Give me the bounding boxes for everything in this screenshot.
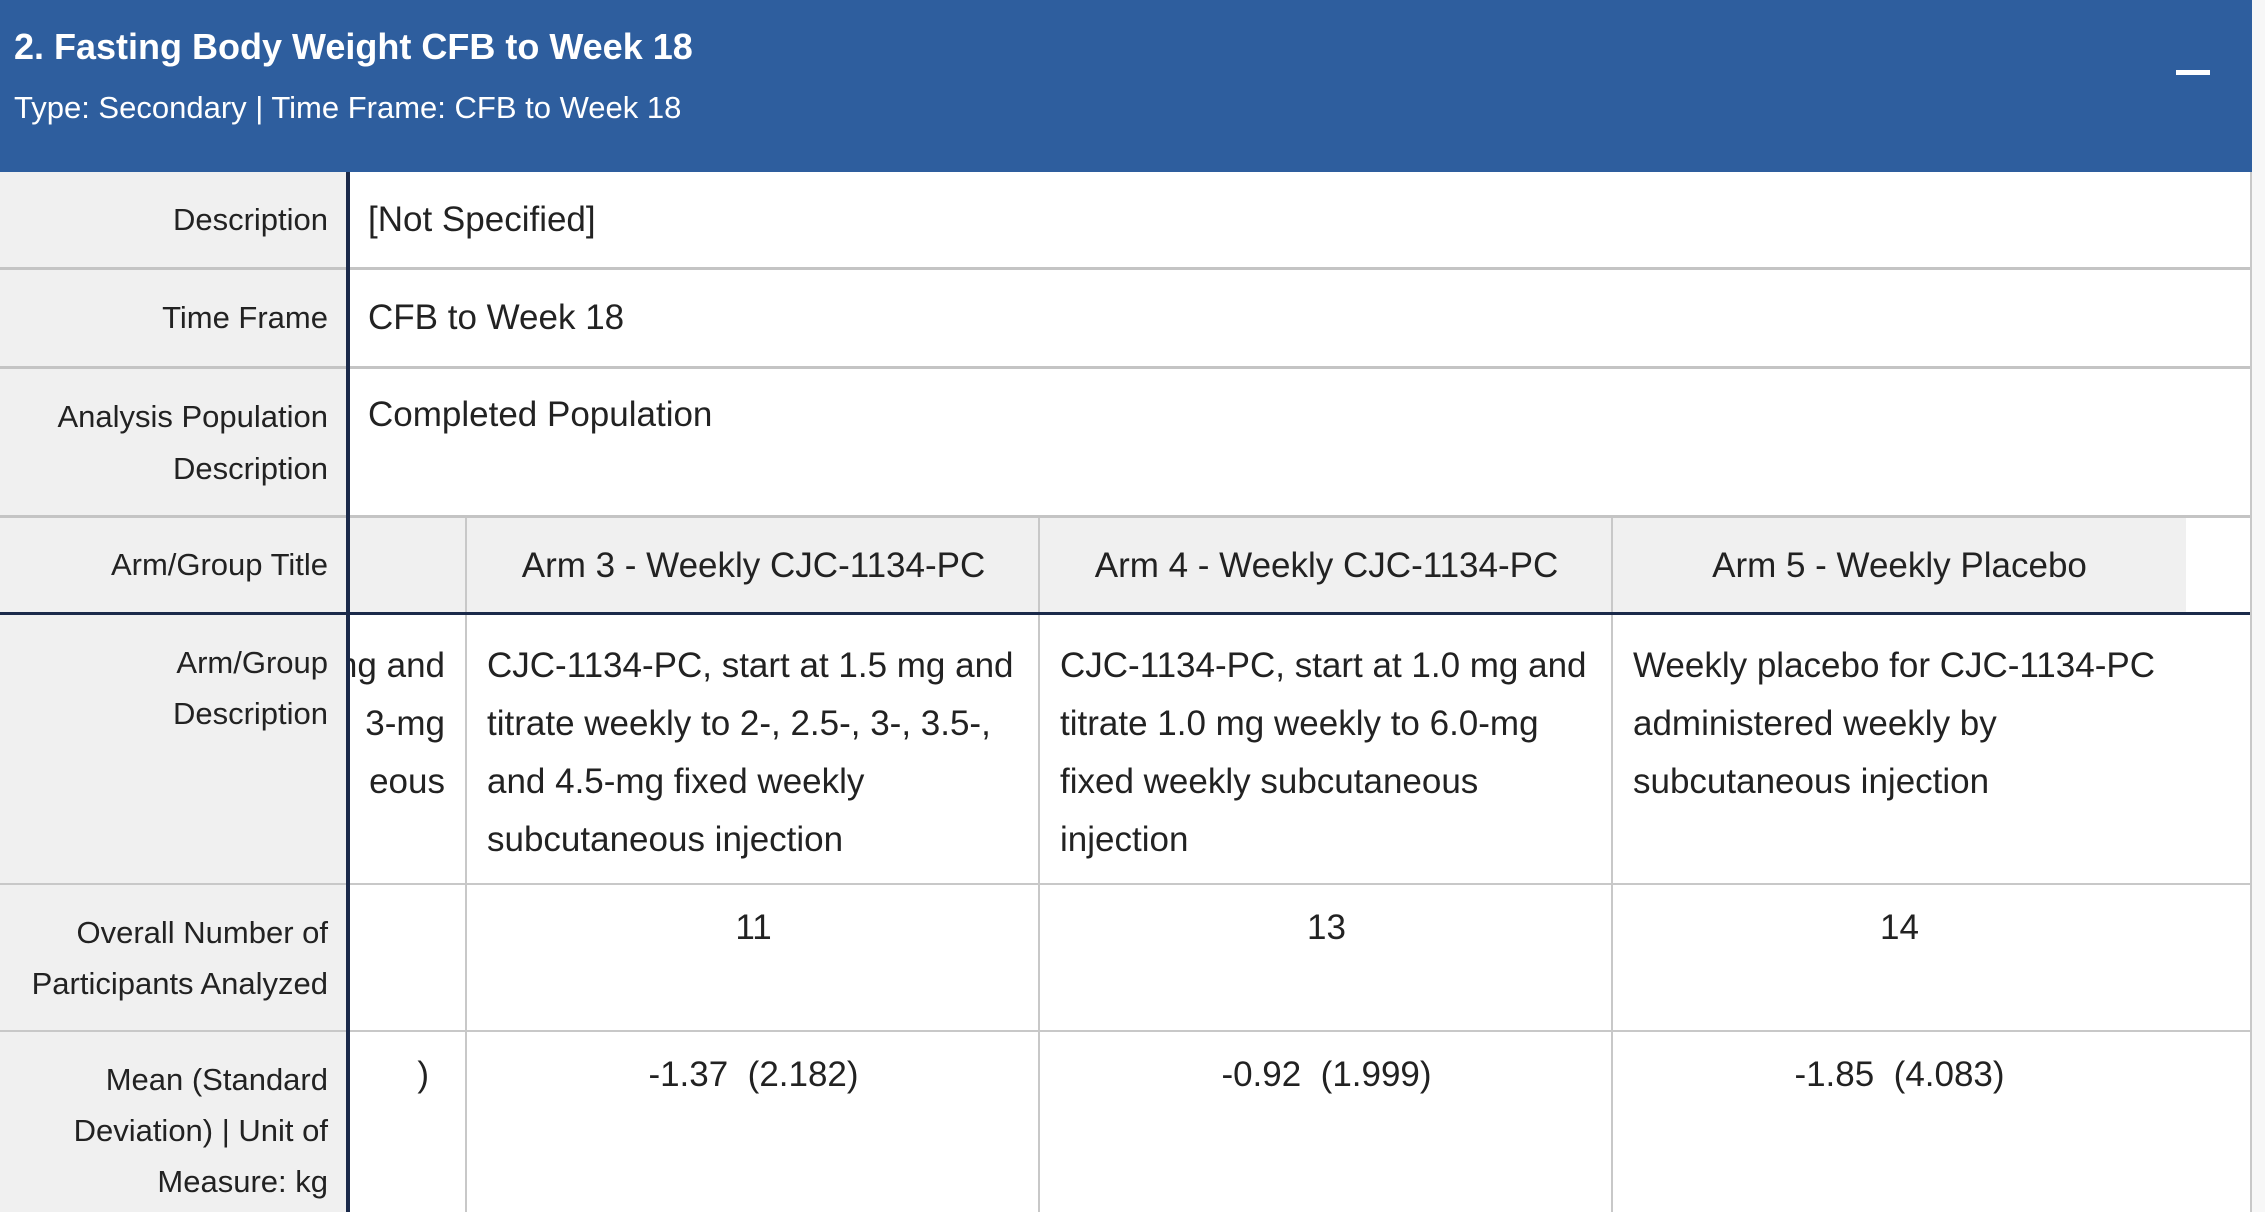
arms-scroll-region[interactable]: 1134-PC .5 mg and 3-mg eous) Arm 3 - Weekly … [350,518,2252,1212]
arm-description: CJC-1134-PC, start at 1.0 mg and titrate … [1040,617,1613,883]
column-divider [1038,518,1040,1212]
description-line: subcutaneous injection [487,820,844,859]
outcome-subtitle: Type: Secondary | Time Frame: CFB to Wee… [14,90,682,125]
description-line: CJC-1134-PC, start at 1.0 mg and [1060,646,1587,685]
mean-sd-label: Mean (Standard Deviation) | Unit of Meas… [0,1032,347,1212]
arm-title: Arm 5 - Weekly Placebo [1613,518,2186,614]
row-divider [0,883,347,885]
mean-sd-value: -0.92 (1.999) [1221,1055,1432,1094]
description-line: eous [369,762,445,801]
arm-title: Arm 4 - Weekly CJC-1134-PC [1040,518,1613,614]
analysis-population-value: Completed Population [350,369,2252,515]
mean-sd-value: ) [417,1055,429,1094]
arm-description: CJC-1134-PC, start at 1.5 mg and titrate … [467,617,1040,883]
collapse-button[interactable] [2164,46,2228,96]
description-line: .5 mg and [350,646,445,685]
label-line: Description [172,696,328,731]
row-divider [0,515,2252,518]
column-divider [465,518,467,1212]
mean-sd-value: -1.37 (2.182) [648,1055,859,1094]
page-edge [2252,0,2265,172]
time-frame-value: CFB to Week 18 [350,270,2252,366]
description-line: 3-mg [365,704,445,743]
arm-title-label: Arm/Group Title [0,518,347,612]
frozen-column-border [346,172,350,1212]
row-divider [350,1030,2252,1032]
row-divider [0,1030,347,1032]
arm-description: .5 mg and 3-mg eous [350,617,465,883]
page-edge [2252,172,2265,1212]
overall-participants-label: Overall Number of Participants Analyzed [0,885,347,1030]
table-right-border [2250,172,2252,1212]
overall-participants-value: 14 [1880,908,1919,947]
minus-icon [2176,70,2210,75]
row-divider [0,267,2252,270]
outcome-header[interactable]: 2. Fasting Body Weight CFB to Week 18 Ty… [0,0,2252,172]
outcome-title: 2. Fasting Body Weight CFB to Week 18 [14,26,693,67]
arm-column: Arm 4 - Weekly CJC-1134-PC CJC-1134-PC, s… [1040,518,1613,1212]
arm-description: Weekly placebo for CJC-1134-PC administer… [1613,617,2186,883]
label-line: Deviation) | Unit of [73,1113,328,1148]
description-line: fixed weekly subcutaneous [1060,762,1479,801]
label-line: Arm/Group [176,645,328,680]
description-line: CJC-1134-PC, start at 1.5 mg and [487,646,1014,685]
row-divider [350,883,2252,885]
overall-participants-value: 13 [1307,908,1346,947]
arms-table: 1134-PC .5 mg and 3-mg eous) Arm 3 - Weekly … [0,518,2252,1212]
label-line: Analysis Population [57,399,328,434]
arm-column: 1134-PC .5 mg and 3-mg eous) [350,518,465,1212]
table-header-border [0,612,2252,615]
label-line: Mean (Standard [105,1062,328,1097]
description-line [1633,811,2166,869]
arm-column: Arm 5 - Weekly Placebo Weekly placebo for… [1613,518,2186,1212]
mean-sd-value: -1.85 (4.083) [1794,1055,2005,1094]
description-line: Weekly placebo for CJC-1134-PC [1633,646,2155,685]
description-value: [Not Specified] [350,172,2252,267]
arm-title: Arm 3 - Weekly CJC-1134-PC [467,518,1040,614]
description-line: injection [1060,820,1189,859]
row-divider [0,366,2252,369]
analysis-population-label: Analysis Population Description [0,369,347,515]
arm-description-label: Arm/Group Description [0,615,347,883]
description-label: Description [0,172,347,267]
description-line: administered weekly by [1633,704,1997,743]
overall-participants-value [350,886,465,1030]
column-divider [1611,518,1613,1212]
description-line: titrate weekly to 2-, 2.5-, 3-, 3.5-, [487,704,991,743]
time-frame-label: Time Frame [0,270,347,366]
label-line: Overall Number of [76,915,328,950]
description-line [350,811,445,869]
overall-participants-value: 11 [735,908,772,947]
description-line: and 4.5-mg fixed weekly [487,762,865,801]
label-line: Description [172,451,328,486]
label-line: Participants Analyzed [31,966,328,1001]
arm-column: Arm 3 - Weekly CJC-1134-PC CJC-1134-PC, s… [467,518,1040,1212]
arm-title: 1134-PC [350,518,465,614]
label-line: Measure: kg [157,1164,328,1199]
description-line: subcutaneous injection [1633,762,1990,801]
description-line: titrate 1.0 mg weekly to 6.0-mg [1060,704,1539,743]
